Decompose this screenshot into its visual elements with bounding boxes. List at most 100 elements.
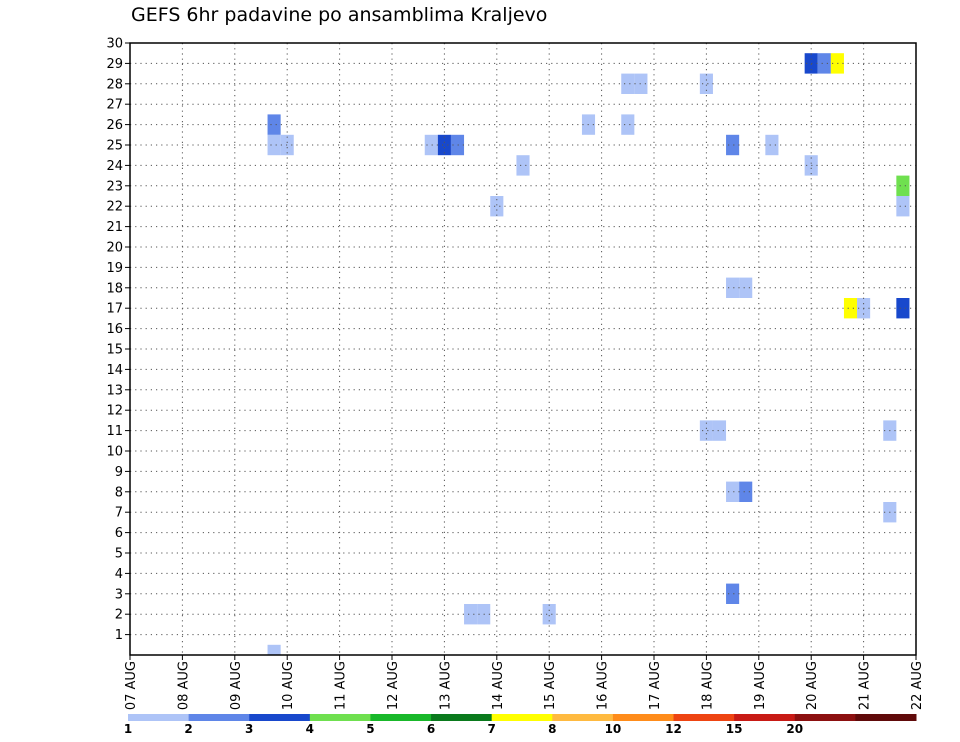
heatmap-cell (699, 420, 713, 441)
heatmap-cell (542, 604, 556, 625)
x-tick-label: 11 AUG (334, 661, 349, 710)
heatmap-cell (634, 73, 648, 94)
heatmap-cell (450, 134, 465, 156)
heatmap-cell (267, 114, 281, 135)
legend-label: 7 (488, 722, 496, 736)
x-tick-label: 22 AUG (910, 661, 925, 710)
y-tick-label: 7 (115, 506, 123, 521)
legend-swatch (552, 714, 614, 721)
y-tick-label: 23 (106, 179, 123, 194)
y-tick-label: 1 (115, 628, 123, 643)
y-tick-label: 22 (106, 200, 123, 215)
y-tick-label: 12 (106, 404, 123, 419)
legend-label: 12 (665, 722, 682, 736)
y-tick-label: 6 (115, 526, 123, 541)
x-tick-label: 19 AUG (753, 661, 768, 710)
legend-label: 3 (245, 722, 253, 736)
legend-swatch (491, 714, 553, 721)
chart-title: GEFS 6hr padavine po ansamblima Kraljevo (131, 4, 548, 26)
y-tick-label: 9 (115, 465, 123, 480)
heatmap-cell (267, 134, 281, 156)
y-tick-label: 8 (115, 485, 123, 500)
x-tick-label: 10 AUG (281, 661, 296, 710)
y-tick-label: 24 (106, 159, 123, 174)
x-tick-label: 18 AUG (700, 661, 715, 710)
heatmap-cell (843, 298, 858, 319)
y-tick-label: 27 (106, 98, 123, 113)
heatmap-cell (464, 604, 478, 625)
legend-swatch (249, 714, 311, 721)
heatmap-cell (699, 73, 713, 94)
plot-frame (129, 42, 917, 656)
legend-swatch (734, 714, 796, 721)
y-tick-label: 15 (106, 343, 123, 358)
legend-swatch (855, 714, 917, 721)
legend-label: 6 (427, 722, 435, 736)
legend-label: 5 (366, 722, 374, 736)
heatmap-cell (712, 420, 727, 441)
x-tick-label: 15 AUG (543, 661, 558, 710)
y-tick-label: 29 (106, 57, 123, 72)
y-tick-label: 21 (106, 220, 123, 235)
y-tick-label: 19 (106, 261, 123, 276)
heatmap-cell (765, 134, 779, 156)
y-tick-label: 5 (115, 547, 123, 562)
heatmap-cell (424, 134, 438, 156)
legend-swatch (673, 714, 735, 721)
color-legend: 1 2 3 4 5 6 7 8 10 12 15 20 (124, 714, 917, 736)
x-axis: 07 AUG 08 AUG 09 AUG 10 AUG 11 AUG 12 AUG 13 A… (124, 655, 925, 710)
legend-label: 8 (548, 722, 556, 736)
x-tick-label: 14 AUG (491, 661, 506, 710)
x-tick-label: 09 AUG (229, 661, 244, 710)
y-tick-label: 14 (106, 363, 123, 378)
x-tick-label: 21 AUG (858, 661, 873, 710)
heatmap-cell (726, 481, 740, 502)
y-tick-label: 18 (106, 281, 123, 296)
y-axis: 1234567891011121314151617181920212223242… (106, 37, 130, 643)
heatmap-cell (437, 134, 451, 156)
x-tick-label: 16 AUG (596, 661, 611, 710)
heatmap-cell (817, 53, 831, 74)
legend-swatch (794, 714, 856, 721)
heatmap-cell (739, 481, 753, 502)
legend-label: 4 (306, 722, 314, 736)
legend-swatch (431, 714, 493, 721)
y-tick-label: 17 (106, 302, 123, 317)
y-tick-label: 11 (106, 424, 123, 439)
legend-swatch (128, 714, 190, 721)
legend-label: 20 (786, 722, 803, 736)
legend-label: 10 (605, 722, 622, 736)
heatmap-cell (896, 298, 910, 319)
y-tick-label: 13 (106, 383, 123, 398)
heatmap-cell (726, 134, 740, 156)
legend-label: 1 (124, 722, 132, 736)
y-tick-label: 26 (106, 118, 123, 133)
y-tick-label: 30 (106, 37, 123, 52)
legend-swatch (309, 714, 371, 721)
heatmap-cell (490, 196, 504, 217)
y-tick-label: 16 (106, 322, 123, 337)
x-tick-label: 20 AUG (805, 661, 820, 710)
heatmap-cell (267, 644, 281, 655)
y-tick-label: 10 (106, 445, 123, 460)
heatmap-cell (621, 114, 635, 135)
grid-layer (130, 43, 916, 655)
heatmap-cell (896, 196, 910, 217)
legend-swatch (188, 714, 250, 721)
heatmap-cell (739, 277, 753, 298)
y-tick-label: 25 (106, 139, 123, 154)
y-tick-label: 2 (115, 608, 123, 623)
y-tick-label: 20 (106, 241, 123, 256)
heatmap-cell (726, 583, 740, 604)
legend-swatch (370, 714, 432, 721)
cells-layer (267, 53, 910, 655)
x-tick-label: 17 AUG (648, 661, 663, 710)
legend-swatch (612, 714, 675, 721)
x-tick-label: 13 AUG (438, 661, 453, 710)
heatmap-cell (621, 73, 635, 94)
y-tick-label: 28 (106, 77, 123, 92)
y-tick-label: 3 (115, 587, 123, 602)
x-tick-label: 07 AUG (124, 661, 139, 710)
legend-label: 15 (726, 722, 743, 736)
